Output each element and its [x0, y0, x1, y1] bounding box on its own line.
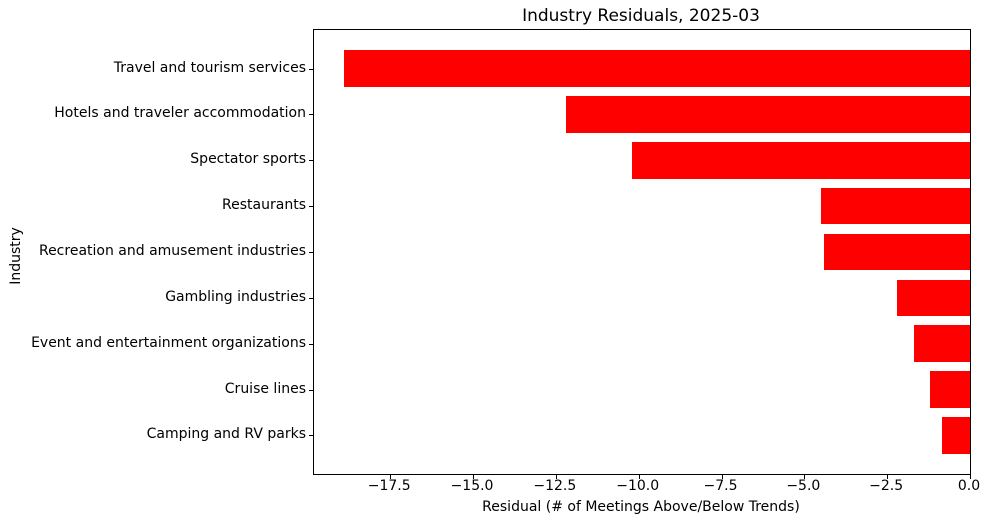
x-tick-mark: [555, 475, 557, 479]
y-tick-mark: [309, 68, 313, 70]
y-tick-mark: [309, 343, 313, 345]
y-tick-label: Spectator sports: [190, 151, 306, 168]
bar: [930, 371, 970, 408]
x-tick-label: −17.5: [367, 478, 411, 494]
y-tick-label: Hotels and traveler accommodation: [54, 105, 306, 122]
bar: [565, 96, 970, 133]
x-tick-label: −2.5: [869, 478, 904, 494]
y-tick-mark: [309, 435, 313, 437]
x-tick-mark: [473, 475, 475, 479]
bar: [897, 279, 970, 317]
x-tick-labels: −17.5 −15.0 −12.5 −10.0 −7.5 −5.0 −2.5 0.0: [313, 478, 980, 494]
x-tick-label: −15.0: [450, 478, 494, 494]
y-tick-mark: [309, 206, 313, 208]
x-axis-label: Residual (# of Meetings Above/Below Tren…: [482, 499, 800, 515]
bar: [820, 187, 970, 225]
bar: [632, 141, 970, 179]
x-tick-mark: [887, 475, 889, 479]
x-tick-label: −10.0: [616, 478, 660, 494]
x-tick-mark: [721, 475, 723, 479]
y-tick-label: Camping and RV parks: [146, 426, 306, 443]
x-tick-mark: [390, 475, 392, 479]
y-tick-mark: [309, 114, 313, 116]
bar: [913, 325, 970, 363]
x-tick-label: −5.0: [786, 478, 821, 494]
x-tick-mark: [804, 475, 806, 479]
x-tick-mark: [970, 475, 971, 479]
plot-area: [309, 29, 971, 479]
y-tick-label: Travel and tourism services: [113, 59, 306, 76]
x-tick-label: 0.0: [957, 478, 981, 494]
y-tick-mark: [309, 297, 313, 299]
y-tick-mark: [309, 389, 313, 391]
y-tick-labels: Travel and tourism services Hotels and tr…: [0, 29, 306, 473]
bar: [824, 233, 970, 271]
y-tick-label: Recreation and amusement industries: [38, 243, 306, 259]
y-tick-label: Restaurants: [222, 197, 306, 214]
x-tick-label: −12.5: [533, 478, 577, 494]
y-tick-mark: [309, 160, 313, 162]
bar: [343, 50, 970, 87]
y-tick-mark: [309, 252, 313, 253]
chart-title: Industry Residuals, 2025-03: [522, 6, 760, 26]
x-tick-label: −7.5: [703, 478, 738, 494]
y-tick-label: Gambling industries: [165, 288, 306, 305]
y-tick-label: Event and entertainment organizations: [31, 334, 306, 351]
y-tick-label: Cruise lines: [224, 380, 306, 397]
x-tick-mark: [638, 475, 640, 479]
bar: [941, 417, 970, 454]
